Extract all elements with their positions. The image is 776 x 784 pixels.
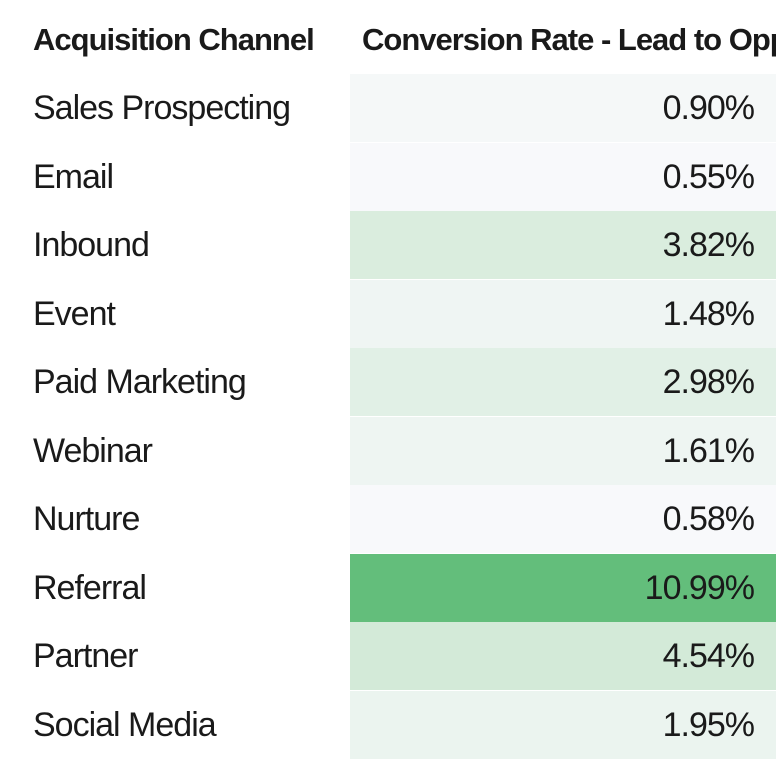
channel-label: Referral — [33, 568, 147, 607]
channel-label: Partner — [33, 637, 138, 675]
channel-label: Webinar — [33, 431, 153, 470]
conversion-rate-cell: 0.90% — [350, 74, 776, 142]
conversion-rate-value: 1.95% — [662, 705, 755, 744]
conversion-rate-cell: 2.98% — [350, 348, 776, 416]
conversion-rate-cell: 1.95% — [350, 690, 776, 759]
conversion-rate-value: 0.55% — [662, 157, 755, 196]
conversion-rate-value: 0.58% — [662, 500, 755, 538]
table-row: Sales Prospecting 0.90% — [0, 74, 776, 142]
channel-label: Event — [33, 294, 116, 333]
table-row: Partner 4.54% — [0, 622, 776, 690]
conversion-rate-value: 0.90% — [662, 89, 755, 127]
conversion-rate-value: 4.54% — [662, 637, 755, 675]
column-header-channel: Acquisition Channel — [33, 22, 315, 57]
conversion-rate-value: 2.98% — [662, 363, 755, 401]
table-header: Acquisition Channel Conversion Rate - Le… — [0, 0, 776, 74]
conversion-rate-value: 1.48% — [662, 294, 755, 333]
conversion-rate-cell: 10.99% — [350, 553, 776, 622]
conversion-rate-value: 1.61% — [662, 431, 755, 470]
conversion-rate-cell: 0.58% — [350, 485, 776, 553]
table-row: Webinar 1.61% — [0, 416, 776, 485]
table-row: Paid Marketing 2.98% — [0, 348, 776, 416]
conversion-rate-value: 10.99% — [644, 568, 755, 607]
channel-label: Email — [33, 157, 114, 196]
table-row: Referral 10.99% — [0, 553, 776, 622]
conversion-rate-cell: 3.82% — [350, 211, 776, 279]
table-row: Social Media 1.95% — [0, 690, 776, 759]
conversion-rate-cell: 0.55% — [350, 142, 776, 211]
conversion-rate-value: 3.82% — [662, 226, 755, 264]
conversion-rate-cell: 1.48% — [350, 279, 776, 348]
column-header-conversion-rate: Conversion Rate - Lead to Opp — [362, 22, 776, 57]
table-row: Nurture 0.58% — [0, 485, 776, 553]
channel-label: Sales Prospecting — [33, 89, 291, 127]
conversion-rate-cell: 1.61% — [350, 416, 776, 485]
table-row: Inbound 3.82% — [0, 211, 776, 279]
channel-label: Paid Marketing — [33, 363, 247, 401]
channel-label: Inbound — [33, 226, 150, 264]
conversion-rate-cell: 4.54% — [350, 622, 776, 690]
channel-label: Social Media — [33, 705, 217, 744]
table-row: Email 0.55% — [0, 142, 776, 211]
table-row: Event 1.48% — [0, 279, 776, 348]
channel-label: Nurture — [33, 500, 140, 538]
